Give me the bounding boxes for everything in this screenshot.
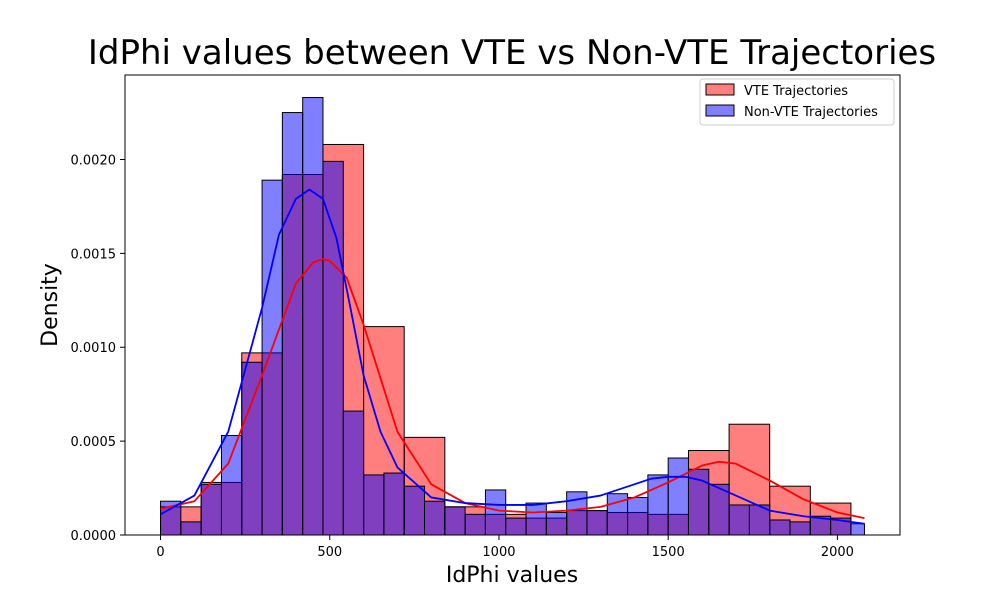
- legend: VTE Trajectories Non-VTE Trajectories: [699, 78, 895, 126]
- plot-area-frame: [124, 74, 901, 536]
- bar-non-vte-19: [545, 511, 568, 536]
- kde-curves: [160, 188, 865, 525]
- bar-non-vte-17: [505, 517, 527, 536]
- bar-non-vte-31: [789, 521, 811, 536]
- y-axis-ticks: 0.0000 0.0005 0.0010 0.0015 0.0020: [71, 153, 125, 544]
- bar-non-vte-34: [850, 523, 865, 536]
- kde-line-vte: [160, 258, 865, 519]
- kde-line-non-vte: [160, 188, 865, 525]
- chart-title: IdPhi values between VTE vs Non-VTE Traj…: [88, 33, 936, 73]
- bar-non-vte-4: [241, 361, 263, 536]
- bar-non-vte-3: [220, 434, 243, 536]
- bar-non-vte-11: [383, 472, 405, 536]
- x-axis-label: IdPhi values: [446, 563, 578, 588]
- y-tick-label: 0.0020: [71, 153, 117, 168]
- x-tick-label: 2000: [821, 545, 854, 560]
- bar-non-vte-8: [322, 160, 344, 536]
- bar-non-vte-16: [484, 489, 507, 536]
- legend-label-vte: VTE Trajectories: [744, 84, 848, 99]
- x-tick-label: 1000: [482, 545, 515, 560]
- bar-non-vte-14: [444, 506, 466, 536]
- x-tick-label: 0: [156, 545, 164, 560]
- bar-non-vte-2: [200, 483, 222, 536]
- y-tick-label: 0.0000: [71, 529, 117, 544]
- bar-non-vte-25: [667, 457, 689, 536]
- legend-swatch-vte: [705, 83, 735, 96]
- bar-non-vte-10: [363, 474, 385, 536]
- legend-swatch-non-vte: [705, 104, 735, 117]
- bar-non-vte-6: [281, 112, 304, 536]
- bar-non-vte-15: [464, 513, 486, 536]
- bar-non-vte-30: [769, 519, 791, 536]
- bar-non-vte-12: [403, 485, 426, 536]
- legend-label-non-vte: Non-VTE Trajectories: [744, 105, 878, 120]
- legend-frame: [699, 78, 895, 126]
- x-tick-label: 500: [317, 545, 342, 560]
- bar-non-vte-7: [302, 97, 324, 536]
- bar-non-vte-18: [525, 502, 547, 536]
- y-axis-label: Density: [38, 263, 63, 347]
- bar-non-vte-28: [728, 504, 750, 536]
- x-tick-label: 1500: [652, 545, 685, 560]
- bar-non-vte-23: [627, 496, 649, 536]
- y-tick-label: 0.0010: [71, 341, 117, 356]
- bar-non-vte-1: [180, 521, 202, 536]
- y-tick-label: 0.0005: [71, 435, 117, 450]
- bar-non-vte-9: [342, 410, 365, 536]
- x-axis-ticks: 0 500 1000 1500 2000: [156, 535, 854, 560]
- bar-non-vte-13: [424, 500, 446, 536]
- bar-non-vte-21: [586, 510, 608, 536]
- y-tick-label: 0.0015: [71, 247, 117, 262]
